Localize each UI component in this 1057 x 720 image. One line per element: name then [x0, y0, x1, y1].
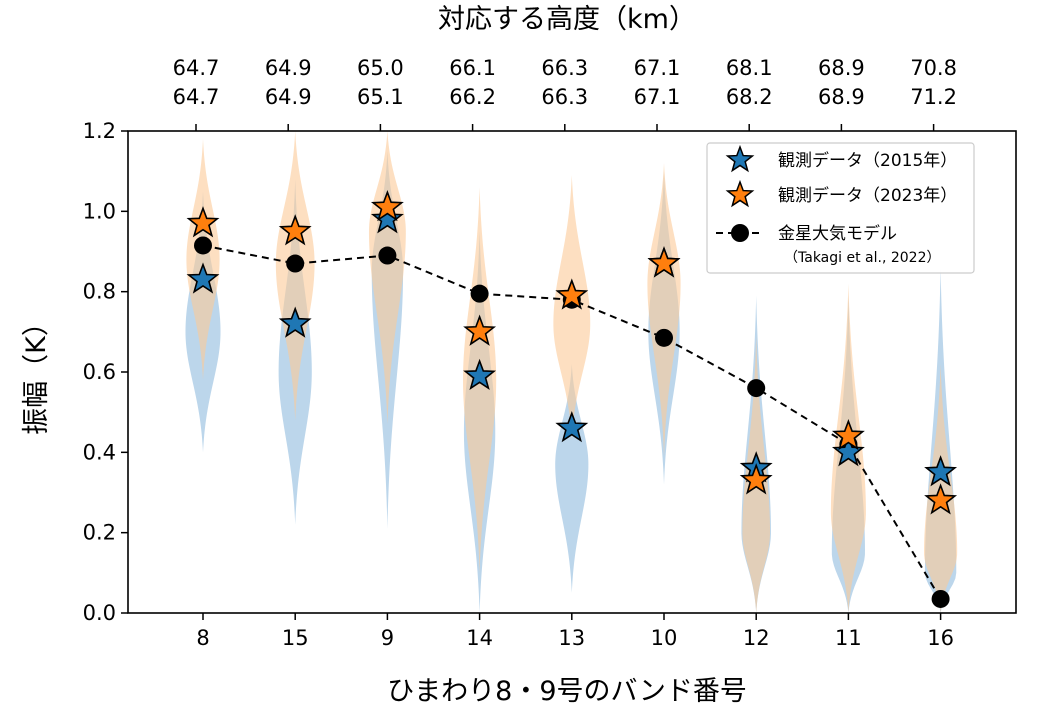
- top-tick-label-2015: 70.8: [910, 56, 957, 80]
- star-2023-band-10: [647, 246, 681, 278]
- top-tick-label-2015: 66.3: [541, 56, 588, 80]
- legend-star-2023: [725, 179, 755, 208]
- x-tick-label: 16: [927, 626, 954, 650]
- legend-star-2015: [725, 144, 755, 173]
- x-axis-label: ひまわり8・9号のバンド番号: [387, 676, 747, 707]
- y-tick-label: 1.0: [83, 199, 116, 223]
- x-tick-label: 15: [282, 626, 309, 650]
- axes-layer: 0.0 0.2 0.4 0.6 0.8 1.0 1.2 8 64.7 64.7 15 64.9 64.9…: [83, 56, 1017, 650]
- y-tick-label: 0.4: [83, 440, 116, 464]
- model-point-band-8: [194, 236, 212, 255]
- violin-2015-band-13: [555, 363, 589, 593]
- star-2023-band-13: [555, 278, 589, 310]
- legend-note-model: （Takagi et al., 2022）: [784, 250, 940, 266]
- star-2015-band-9: [370, 202, 404, 234]
- x-tick-label: 10: [651, 626, 678, 650]
- x-tick-label: 9: [381, 626, 394, 650]
- top-tick-label-2023: 71.2: [910, 85, 957, 109]
- top-tick-label-2023: 66.2: [449, 85, 496, 109]
- violin-2023-band-15: [275, 131, 315, 421]
- y-tick-label: 1.2: [83, 119, 116, 143]
- top-tick-label-2023: 65.1: [357, 85, 404, 109]
- top-tick-label-2023: 64.9: [265, 85, 312, 109]
- legend-label-2015: 観測データ（2015年）: [778, 150, 957, 171]
- x-tick-label: 14: [466, 626, 493, 650]
- model-point-band-15: [286, 254, 305, 273]
- x-tick-label: 11: [835, 626, 862, 650]
- y-tick-label: 0.0: [83, 601, 116, 625]
- top-tick-label-2015: 65.0: [357, 56, 404, 80]
- top-tick-label-2015: 64.7: [173, 56, 220, 80]
- top-tick-label-2023: 66.3: [541, 85, 588, 109]
- top-tick-label-2015: 67.1: [634, 56, 681, 80]
- star-2023-band-16: [924, 483, 958, 515]
- y-tick-label: 0.6: [83, 360, 116, 384]
- star-2023-band-12: [739, 463, 773, 495]
- legend-box: [706, 142, 975, 274]
- star-2023-band-9: [370, 190, 404, 222]
- top-axis-label: 対応する高度（km）: [438, 4, 696, 35]
- star-2023-band-14: [463, 314, 497, 346]
- top-tick-label-2023: 68.2: [726, 85, 773, 109]
- violin-2023-band-8: [186, 139, 220, 381]
- star-2015-band-14: [463, 358, 497, 390]
- model-point-band-16: [931, 589, 950, 608]
- top-tick-label-2015: 68.9: [818, 56, 865, 80]
- star-2023-band-8: [186, 206, 220, 238]
- legend-markers: [716, 144, 764, 242]
- top-tick-label-2015: 68.1: [726, 56, 773, 80]
- y-axis-label: 振幅（K）: [21, 309, 52, 435]
- top-tick-label-2023: 67.1: [634, 85, 681, 109]
- violin-2023-band-9: [368, 131, 406, 425]
- x-tick-label: 13: [558, 626, 585, 650]
- star-2023-band-15: [278, 214, 312, 246]
- top-tick-label-2015: 64.9: [265, 56, 312, 80]
- model-point-band-12: [747, 379, 766, 398]
- legend-label-model: 金星大気モデル: [778, 223, 897, 244]
- model-point-band-9: [378, 246, 397, 265]
- model-point-band-14: [470, 284, 489, 303]
- star-2023-band-11: [831, 418, 865, 451]
- legend-label-2023: 観測データ（2023年）: [778, 185, 957, 206]
- y-tick-label: 0.8: [83, 280, 116, 304]
- star-2015-band-15: [278, 306, 312, 338]
- x-tick-label: 12: [743, 626, 770, 650]
- markers-layer: [186, 190, 958, 608]
- top-tick-label-2015: 66.1: [449, 56, 496, 80]
- star-2015-band-16: [924, 455, 958, 487]
- violin-2023-band-10: [647, 163, 681, 457]
- star-2015-band-13: [555, 410, 589, 443]
- legend: 観測データ（2015年） 観測データ（2023年） 金星大気モデル （Takag…: [706, 142, 975, 274]
- model-point-band-10: [655, 328, 673, 347]
- top-tick-label-2023: 64.7: [173, 85, 220, 109]
- star-2015-band-8: [186, 262, 220, 294]
- legend-model-point: [731, 224, 749, 242]
- top-tick-label-2023: 68.9: [818, 85, 865, 109]
- y-tick-label: 0.2: [83, 521, 116, 545]
- x-tick-label: 8: [196, 626, 209, 650]
- star-2015-band-11: [831, 435, 865, 467]
